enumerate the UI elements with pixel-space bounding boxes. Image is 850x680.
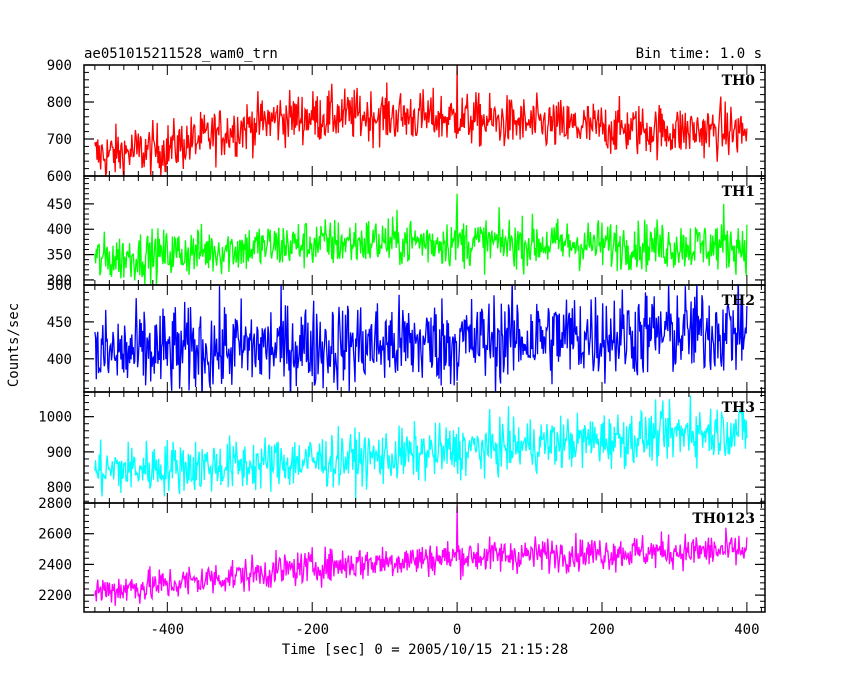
y-tick-label: 1000 — [38, 410, 72, 426]
y-tick-label: 400 — [47, 222, 72, 238]
bin-time-label: Bin time: 1.0 s — [635, 46, 762, 62]
y-tick-label: 450 — [47, 197, 72, 213]
panel-label: TH0 — [722, 73, 756, 89]
series-line-th0123 — [94, 506, 748, 606]
x-axis-label: Time [sec] 0 = 2005/10/15 21:15:28 — [282, 642, 569, 658]
chart-title: ae051015211528_wam0_trn — [84, 46, 278, 62]
y-tick-label: 500 — [47, 278, 72, 294]
y-tick-label: 2800 — [38, 496, 72, 512]
y-tick-label: 450 — [47, 315, 72, 331]
series-line-th2 — [94, 285, 748, 392]
y-tick-label: 600 — [47, 169, 72, 185]
y-tick-label: 400 — [47, 352, 72, 368]
panel-th3: 800 900 1000 TH3 — [38, 391, 766, 504]
panel-frame — [83, 502, 766, 613]
panel-th0: 600 700 800 900 TH0 — [47, 58, 766, 185]
y-tick-label: 900 — [47, 445, 72, 461]
panel-th2: 400 450 500 TH2 — [47, 278, 766, 393]
x-tick-label: -400 — [150, 622, 184, 638]
y-tick-label: 2600 — [38, 527, 72, 543]
panel-th0123: 2200 2400 2600 2800 TH0123 — [38, 496, 766, 613]
series-line-th1 — [94, 193, 748, 285]
panel-label: TH2 — [722, 293, 755, 309]
y-tick-label: 350 — [47, 248, 72, 264]
panel-label: TH1 — [722, 184, 755, 200]
y-tick-label: 700 — [47, 132, 72, 148]
y-tick-label: 2200 — [38, 588, 72, 604]
x-tick-label: 0 — [453, 622, 461, 638]
series-line-th0 — [94, 65, 748, 176]
series-line-th3 — [94, 395, 748, 500]
y-tick-label: 2400 — [38, 557, 72, 573]
panel-label: TH0123 — [692, 511, 755, 527]
panel-label: TH3 — [722, 400, 755, 416]
y-axis-label: Counts/sec — [6, 303, 22, 387]
x-tick-label: 200 — [589, 622, 614, 638]
y-tick-label: 900 — [47, 58, 72, 74]
y-tick-label: 300 — [47, 273, 72, 289]
x-tick-label: 400 — [734, 622, 759, 638]
panel-th1: 300 350 400 450 TH1 — [47, 175, 766, 289]
x-tick-label: -200 — [295, 622, 329, 638]
y-tick-label: 800 — [47, 95, 72, 111]
y-tick-label: 800 — [47, 480, 72, 496]
